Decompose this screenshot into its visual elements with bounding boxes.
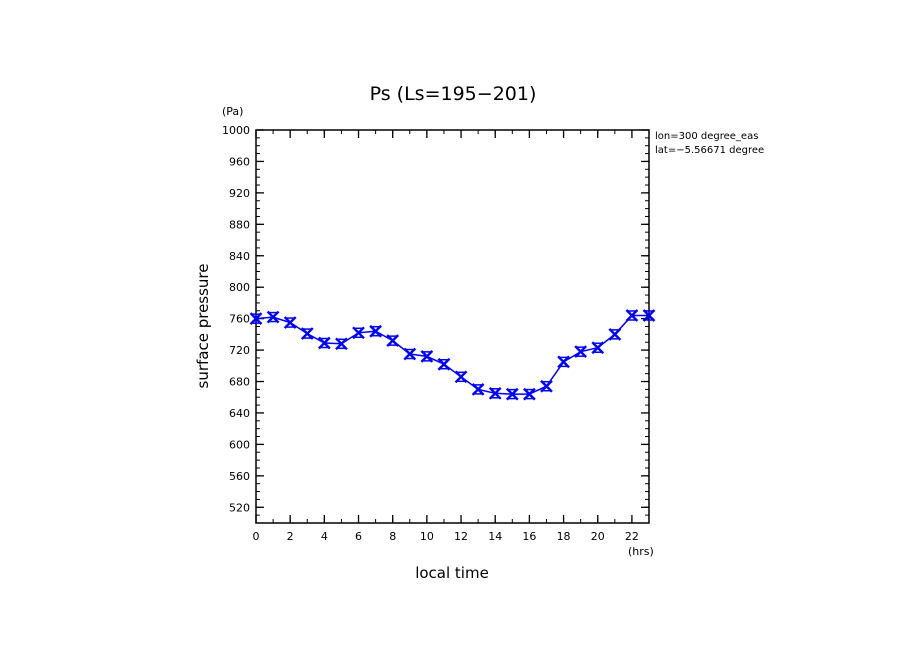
marker-stroke: [403, 347, 417, 361]
y-tick-label: 600: [229, 438, 250, 451]
data-point-marker: [317, 336, 331, 350]
annotation-longitude: lon=300 degree_eas: [655, 131, 758, 142]
y-tick-label: 760: [229, 313, 250, 326]
data-point-marker: [471, 383, 485, 396]
plot-frame: [255, 129, 650, 524]
data-point-marker: [420, 350, 434, 363]
y-tick-label: 520: [229, 501, 250, 514]
data-point-marker: [266, 310, 280, 324]
x-tick-label: 10: [420, 530, 434, 543]
data-point-marker: [574, 345, 588, 359]
data-point-marker: [608, 328, 622, 341]
x-tick-label: 20: [591, 530, 605, 543]
y-tick-label: 720: [229, 344, 250, 357]
x-tick-label: 16: [522, 530, 536, 543]
data-point-marker: [454, 370, 468, 384]
marker-stroke: [591, 341, 605, 355]
marker-stroke: [420, 350, 434, 363]
annotation-latitude: lat=−5.56671 degree: [655, 145, 764, 156]
marker-stroke: [266, 310, 280, 324]
x-tick-label: 6: [355, 530, 362, 543]
data-point-marker: [386, 334, 400, 347]
data-point-marker: [249, 312, 263, 325]
marker-stroke: [300, 327, 314, 340]
marker-stroke: [352, 326, 365, 340]
data-point-marker: [437, 357, 451, 371]
x-axis-label: local time: [415, 564, 489, 582]
y-tick-label: 560: [229, 470, 250, 483]
x-tick-label: 8: [389, 530, 396, 543]
marker-stroke: [505, 387, 519, 401]
marker-stroke: [540, 379, 553, 393]
marker-stroke: [369, 324, 382, 338]
x-tick-label: 2: [287, 530, 294, 543]
data-point-marker: [591, 341, 605, 355]
data-point-marker: [540, 379, 553, 393]
x-tick-label: 4: [321, 530, 328, 543]
x-unit-label: (hrs): [628, 545, 654, 558]
marker-stroke: [471, 383, 485, 396]
marker-stroke: [488, 386, 502, 400]
x-tick-label: 22: [625, 530, 639, 543]
y-tick-label: 920: [229, 187, 250, 200]
x-tick-label: 0: [253, 530, 260, 543]
marker-stroke: [437, 357, 451, 371]
y-axis-label: surface pressure: [194, 264, 212, 389]
data-point-marker: [335, 337, 348, 351]
y-tick-label: 640: [229, 407, 250, 420]
marker-stroke: [249, 312, 263, 325]
marker-stroke: [317, 336, 331, 350]
marker-stroke: [386, 334, 400, 347]
data-point-marker: [283, 316, 297, 329]
data-point-marker: [557, 355, 570, 369]
marker-stroke: [608, 328, 622, 341]
marker-stroke: [454, 370, 468, 384]
marker-stroke: [283, 316, 297, 329]
marker-stroke: [557, 355, 570, 369]
data-point-marker: [300, 327, 314, 340]
y-tick-label: 840: [229, 250, 250, 263]
marker-stroke: [335, 337, 348, 351]
marker-stroke: [642, 309, 656, 322]
y-tick-label: 880: [229, 218, 250, 231]
data-point-marker: [488, 386, 502, 400]
data-point-marker: [642, 309, 656, 322]
x-tick-label: 18: [557, 530, 571, 543]
data-point-marker: [369, 324, 382, 338]
marker-stroke: [625, 309, 639, 322]
data-point-marker: [625, 309, 639, 322]
y-tick-label: 960: [229, 155, 250, 168]
series-line: [255, 314, 649, 395]
y-tick-label: 800: [229, 281, 250, 294]
y-tick-label: 680: [229, 376, 250, 389]
x-tick-label: 14: [488, 530, 502, 543]
data-point-marker: [352, 326, 365, 340]
x-tick-label: 12: [454, 530, 468, 543]
data-point-marker: [505, 387, 519, 401]
marker-stroke: [574, 345, 588, 359]
data-point-marker: [403, 347, 417, 361]
chart-title: Ps (Ls=195−201): [370, 83, 537, 105]
y-unit-label: (Pa): [222, 105, 243, 118]
marker-stroke: [523, 387, 536, 401]
data-point-marker: [523, 387, 536, 401]
y-tick-label: 1000: [222, 124, 250, 137]
